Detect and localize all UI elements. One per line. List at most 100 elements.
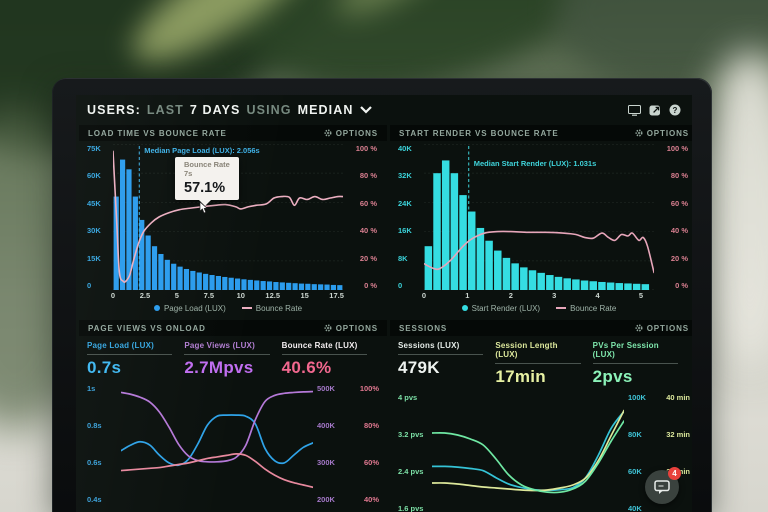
axis-label: 400K: [317, 421, 335, 430]
metric-label: Sessions (LUX): [398, 341, 484, 355]
axis-label: 32K: [398, 171, 412, 181]
metric-value: 2.7Mpvs: [184, 358, 254, 377]
options-button[interactable]: OPTIONS: [635, 324, 689, 333]
axis-label: 40%: [363, 495, 379, 504]
options-button[interactable]: OPTIONS: [324, 324, 378, 333]
axis-label: 80 %: [359, 171, 377, 181]
metric-bounce-rate[interactable]: Bounce Rate (LUX) 40.6%: [281, 341, 379, 378]
x-tick-label: 15: [300, 291, 309, 300]
axis-label-row: 80K 32 min: [628, 430, 690, 439]
axis-label: 500K: [317, 384, 335, 393]
chart-legend: Start Render (LUX) Bounce Rate: [424, 301, 654, 315]
help-icon[interactable]: ?: [669, 104, 681, 116]
title-segment: LAST: [146, 103, 184, 117]
x-tick-label: 5: [638, 291, 644, 300]
axis-label: 200K: [317, 495, 335, 504]
options-label: OPTIONS: [646, 323, 689, 333]
axis-label: 8K: [398, 253, 408, 263]
axis-label: 0.4s: [87, 495, 102, 504]
axis-label: 0: [398, 280, 403, 290]
sessions-plot[interactable]: [432, 393, 624, 512]
axis-label: 100 %: [666, 144, 688, 153]
axis-label: 40K: [398, 144, 412, 153]
axis-label: 60 %: [359, 198, 377, 208]
title-segment: USING: [246, 103, 292, 117]
axis-label: 60%: [363, 458, 379, 467]
metric-row: Page Load (LUX) 0.7s Page Views (LUX) 2.…: [87, 336, 379, 381]
metric-session-length[interactable]: Session Length (LUX) 17min: [495, 341, 592, 387]
dashboard-header: USERS: LAST 7 DAYS USING MEDIAN ?: [76, 95, 692, 125]
svg-text:?: ?: [673, 106, 678, 115]
legend-item[interactable]: Bounce Rate: [556, 304, 616, 313]
panel-load-time-vs-bounce-rate: LOAD TIME VS BOUNCE RATE OPTIONS 75K 60K 4…: [79, 125, 387, 317]
axis-label: 15K: [87, 253, 101, 263]
axis-label: 20 %: [670, 253, 688, 263]
y-axis-right: 100 % 80 % 60 % 40 % 20 % 0 %: [654, 144, 688, 290]
y-axis-right: 500K 100% 400K 80% 300K 60% 200K 40%: [313, 384, 379, 504]
metric-page-load[interactable]: Page Load (LUX) 0.7s: [87, 341, 184, 378]
x-tick-label: 1: [465, 291, 470, 300]
start-render-plot[interactable]: Median Start Render (LUX): 1.031s: [424, 144, 654, 290]
metric-sessions[interactable]: Sessions (LUX) 479K: [398, 341, 495, 387]
axis-label: 24K: [398, 198, 412, 208]
legend-dot-marker: [153, 305, 160, 311]
chat-widget-button[interactable]: 4: [645, 467, 681, 504]
x-axis: 0 1 2 3 4 5: [422, 290, 654, 301]
legend-item[interactable]: Page Load (LUX): [153, 304, 226, 313]
metric-value: 40.6%: [281, 358, 332, 377]
panel-title: PAGE VIEWS VS ONLOAD: [88, 323, 206, 333]
options-label: OPTIONS: [335, 128, 378, 138]
display-icon[interactable]: [628, 104, 641, 116]
share-icon[interactable]: [649, 104, 661, 116]
axis-label: 100 %: [355, 144, 377, 153]
axis-label: 40 %: [670, 226, 688, 236]
axis-label: 80%: [363, 421, 379, 430]
legend-item[interactable]: Bounce Rate: [241, 304, 302, 313]
load-time-plot[interactable]: Median Page Load (LUX): 2.056s Bounce Ra…: [113, 144, 343, 290]
x-tick-label: 4: [595, 291, 600, 300]
metric-page-views[interactable]: Page Views (LUX) 2.7Mpvs: [184, 341, 281, 378]
bounce-rate-tooltip: Bounce Rate 7s 57.1%: [175, 157, 239, 206]
legend-label: Bounce Rate: [570, 303, 617, 313]
metric-label: Page Load (LUX): [87, 341, 173, 355]
metric-pvs-per-session[interactable]: PVs Per Session (LUX) 2pvs: [592, 341, 690, 387]
axis-label: 75K: [87, 144, 101, 153]
panels-grid: LOAD TIME VS BOUNCE RATE OPTIONS 75K 60K 4…: [76, 125, 692, 512]
legend-item[interactable]: Start Render (LUX): [461, 304, 540, 313]
mouse-cursor-icon: [199, 202, 209, 214]
y-axis-right: 100 % 80 % 60 % 40 % 20 % 0 %: [343, 144, 377, 290]
panel-header: START RENDER VS BOUNCE RATE OPTIONS: [390, 125, 692, 141]
x-tick-label: 2: [508, 291, 513, 300]
y-axis-left: 75K 60K 45K 30K 15K 0: [87, 144, 113, 290]
chat-bubble-icon: [654, 479, 670, 494]
svg-text:Median Page Load (LUX): 2.056s: Median Page Load (LUX): 2.056s: [144, 146, 259, 155]
tooltip-title: Bounce Rate: [184, 160, 230, 169]
axis-label: 0.6s: [87, 458, 102, 467]
panel-title: SESSIONS: [399, 323, 448, 333]
axis-label: 100K: [628, 393, 646, 402]
x-tick-label: 2.5: [139, 291, 151, 300]
metric-label: PVs Per Session (LUX): [592, 341, 678, 364]
options-button[interactable]: OPTIONS: [635, 129, 689, 138]
x-tick-label: 0: [110, 291, 116, 300]
header-icons: ?: [628, 104, 681, 116]
options-label: OPTIONS: [335, 323, 378, 333]
legend-line-marker: [241, 307, 252, 309]
axis-label-row: 500K 100%: [317, 384, 379, 393]
axis-label: 40 %: [359, 226, 377, 236]
metric-label: Session Length (LUX): [495, 341, 581, 364]
axis-label: 30K: [87, 226, 101, 236]
options-button[interactable]: OPTIONS: [324, 129, 378, 138]
axis-label: 40 min: [666, 393, 690, 402]
legend-dot-marker: [461, 305, 468, 311]
notification-badge: 4: [668, 467, 681, 480]
axis-label: 4 pvs: [398, 393, 418, 402]
users-range-dropdown[interactable]: USERS: LAST 7 DAYS USING MEDIAN: [87, 103, 372, 117]
page-views-plot[interactable]: [121, 384, 313, 504]
title-segment: USERS:: [87, 103, 141, 117]
axis-label: 0 %: [364, 280, 377, 290]
axis-label: 60K: [628, 467, 642, 476]
axis-label: 60 %: [670, 198, 688, 208]
metric-label: Page Views (LUX): [184, 341, 270, 355]
axis-label: 2.4 pvs: [398, 467, 424, 476]
